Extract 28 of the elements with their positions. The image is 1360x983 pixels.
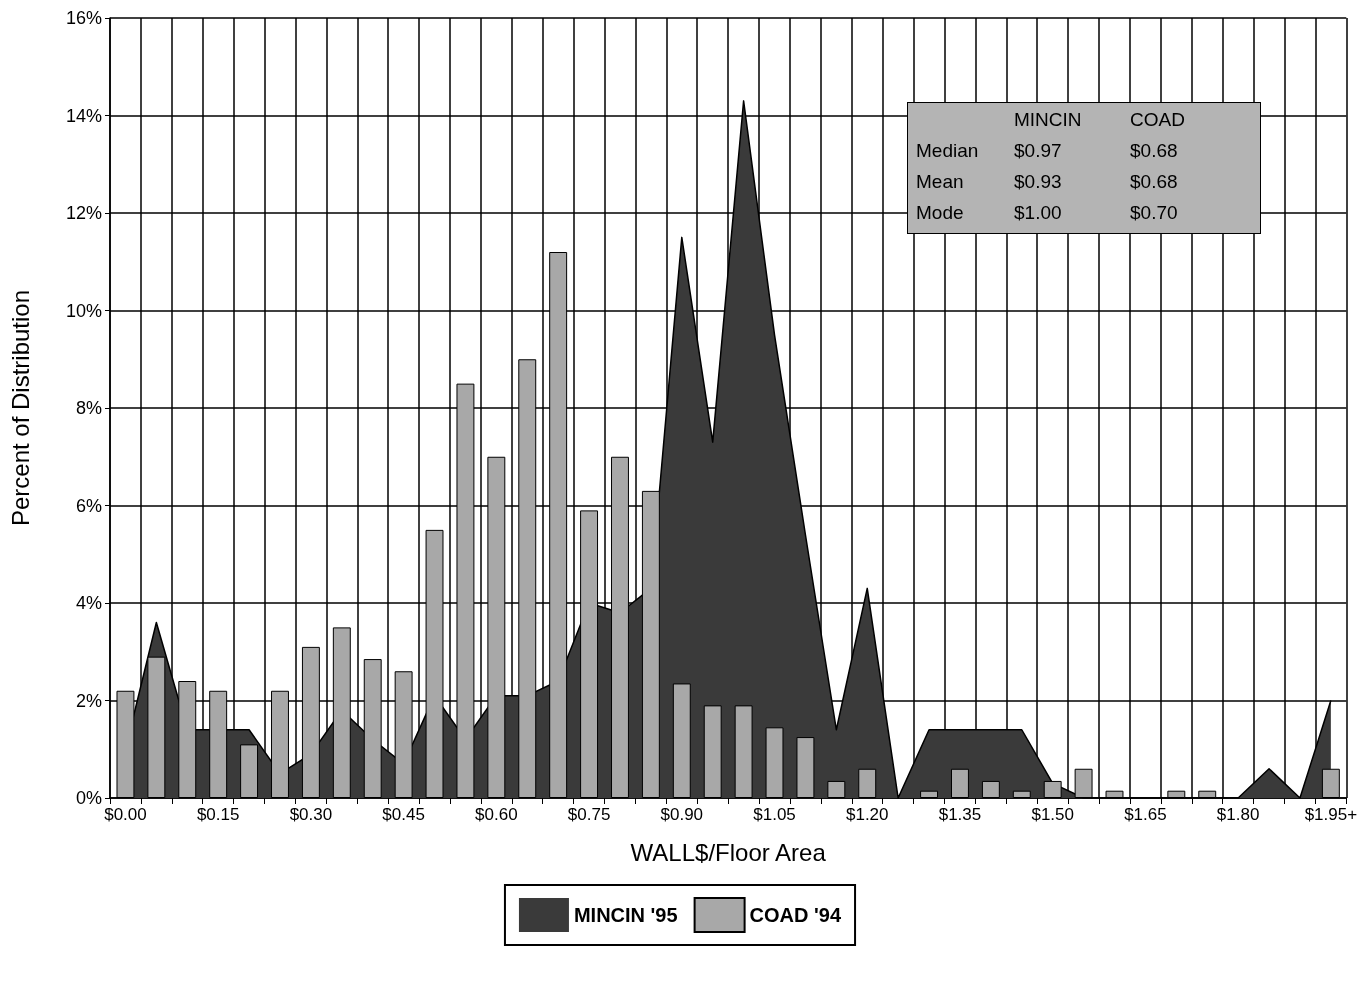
y-tick-label: 6% [75,495,102,516]
y-tick-label: 12% [65,203,102,223]
x-tick-label: $0.60 [475,805,518,824]
legend-label: MINCIN '95 [573,904,678,926]
x-tick-label: $1.80 [1216,805,1260,824]
y-tick-label: 8% [75,398,102,418]
x-tick-label: $0.00 [104,805,147,824]
x-tick-label: $0.30 [289,805,333,824]
y-tick-label: 0% [75,788,102,808]
y-tick-label: 4% [75,593,102,613]
x-tick-label: $1.95+ [1304,805,1358,824]
y-tick-label: 2% [75,690,102,711]
y-tick-label: 10% [65,300,102,321]
legend-label: COAD '94 [749,904,842,926]
x-tick-label: $0.15 [196,805,240,824]
y-tick-label: 16% [65,8,102,28]
y-tick-label: 14% [65,105,102,126]
x-axis-title: WALL$/Floor Area [630,838,827,866]
x-tick-label: $0.75 [567,805,611,824]
x-tick-label: $1.20 [845,805,889,824]
x-tick-label: $1.05 [753,805,796,824]
x-tick-label: $1.65 [1124,805,1167,824]
y-axis-title: Percent of Distribution [6,289,34,527]
x-tick-label: $1.35 [938,805,982,824]
stats-table: MINCIN COAD Median $0.97 $0.68 Mean $0.93 $0.68 Mode $1.00 $0.70 [907,102,1261,234]
x-tick-label: $1.50 [1031,805,1074,824]
x-tick-label: $0.90 [660,805,704,824]
x-tick-label: $0.45 [382,805,425,824]
